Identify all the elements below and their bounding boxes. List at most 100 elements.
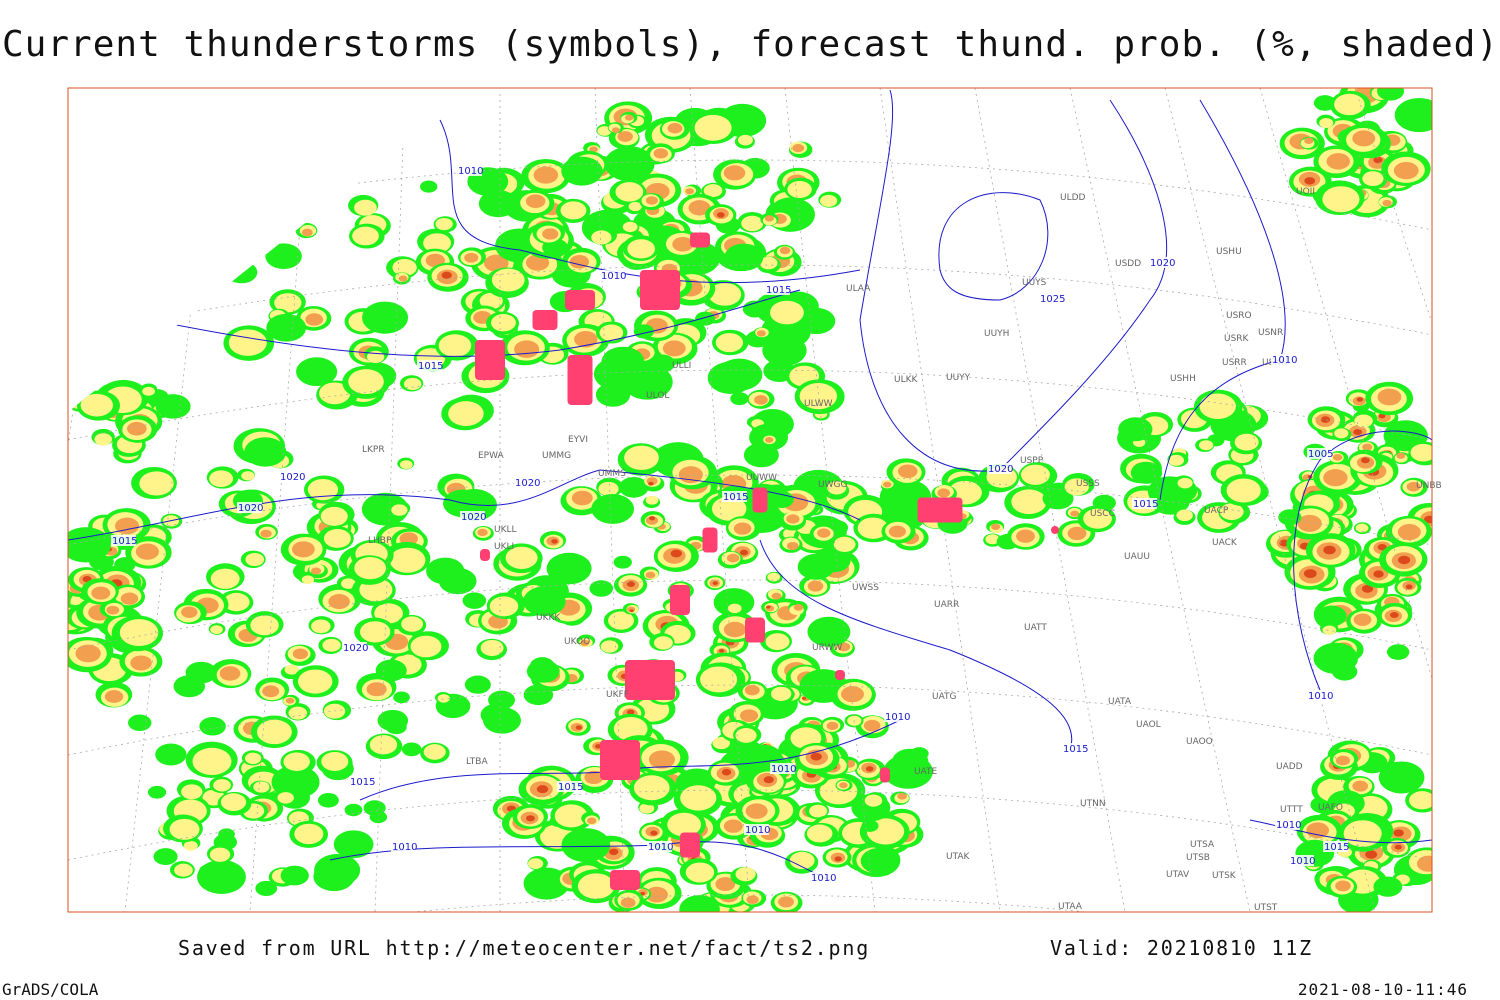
probability-patch [615,182,644,202]
probability-patch [479,292,503,310]
thunderstorm-symbol [680,832,700,858]
probability-patch [477,528,488,537]
isobar-label: 1010 [458,166,483,177]
probability-patch [225,261,258,284]
isobar-label-bg [279,471,304,482]
map-labels: ULDD USDD USHU UUYS ULAA USRO USRK USNR UUYH USRR… [111,165,1442,913]
probability-patch [756,330,766,337]
isobar-label: 1020 [988,464,1013,475]
probability-patch [619,477,649,498]
probability-patch [611,127,620,133]
probability-patch [700,666,738,693]
probability-patch [745,803,768,819]
probability-patch [1334,428,1349,439]
probability-patch [1070,510,1080,517]
probability-patch [174,863,193,877]
isobar-label: 1010 [392,842,417,853]
probability-patch [770,300,804,325]
probability-patch [1016,529,1035,543]
isobar [759,539,1073,751]
probability-patch [328,594,350,610]
probability-patch [199,864,218,878]
probability-patch [423,744,446,760]
isobar-label-bg [342,642,367,653]
probability-patch [910,747,929,761]
thunderstorm-symbol [690,232,710,248]
probability-patch [119,619,159,647]
probability-patch [321,752,349,771]
thunderstorm-symbol [625,660,675,700]
probability-patch [437,694,450,703]
isobar-label-bg [1039,293,1064,304]
isobar-label-bg [1307,690,1332,701]
probability-patch [724,243,764,271]
probability-patch [91,586,111,600]
isobar-label-bg [349,776,374,787]
isobar-label: 1020 [1150,258,1175,269]
probability-patch [307,478,339,501]
probability-patch [352,226,379,246]
station-label: UACK [1212,538,1238,548]
probability-patch [860,847,898,874]
probability-patch [719,649,725,653]
probability-patch [525,254,550,271]
meridian [68,88,121,912]
probability-patch [897,464,918,479]
probability-patch [323,529,351,548]
station-label: UTAK [946,852,971,862]
probability-patch [480,639,504,657]
probability-patch [369,810,388,824]
probability-patch [1377,388,1402,406]
probability-patch [1322,625,1337,636]
probability-patch [1320,416,1331,423]
probability-patch [483,707,522,734]
probability-patch [857,517,889,539]
probability-patch [319,382,351,405]
station-label: UTAA [1058,902,1083,912]
probability-patch [888,525,906,538]
probability-patch [667,812,702,837]
isobar-label: 1010 [1276,820,1301,831]
probability-patch [827,481,847,495]
station-label: UMMS [598,469,626,479]
probability-patch [435,217,453,231]
probability-patch [213,779,231,792]
probability-patch [1303,569,1317,579]
probability-patch [505,546,538,569]
station-label: URWW [812,643,842,653]
station-label: UTSA [1190,840,1215,850]
isobar-label-bg [1307,448,1332,459]
probability-patch [1118,417,1153,442]
isobar [99,289,801,357]
probability-patch [695,311,716,326]
station-label: USSS [1076,479,1100,489]
probability-patch [340,578,356,589]
probability-patch [653,148,668,159]
probability-patch [764,436,774,443]
probability-patch [294,823,324,845]
probability-patch [667,123,683,134]
meridian [974,88,1126,912]
thunderstorm-symbol [702,527,718,553]
probability-patch [488,690,515,710]
probability-patch [1199,393,1236,420]
map-frame [67,87,1433,913]
probability-patch [713,588,755,617]
isobar-label: 1015 [1133,499,1158,510]
probability-patch [645,571,656,579]
probability-patch [183,840,198,851]
station-label: UKLI [494,542,514,552]
probability-patch [220,793,247,812]
thunderstorm-symbol [1051,526,1059,534]
probability-patch [1332,662,1358,681]
probability-patch [344,803,363,817]
probability-patch [591,493,635,524]
probability-patch [1130,461,1163,484]
probability-patch [609,848,619,856]
station-label: UARR [934,600,959,610]
probability-patch [733,522,752,535]
station-label: USRR [1222,358,1247,368]
station-label: UATT [1024,623,1047,633]
probability-patch [746,895,759,905]
thunderstorm-symbols [475,232,1059,890]
